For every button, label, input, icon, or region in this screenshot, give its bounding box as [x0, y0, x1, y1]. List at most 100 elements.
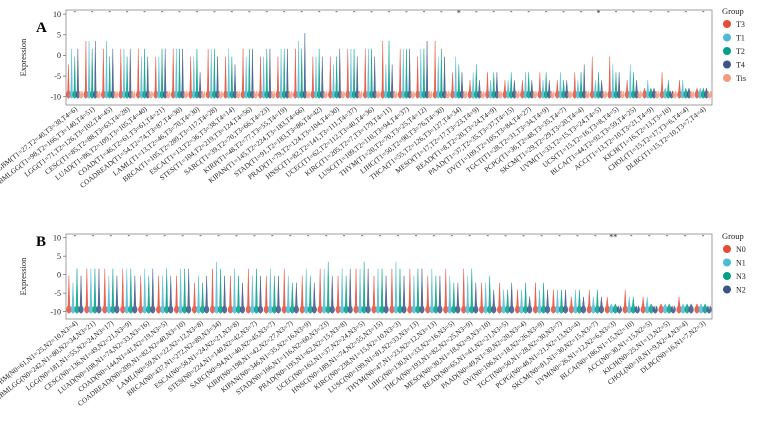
y-tick-label: 10 — [53, 233, 61, 242]
significance-label: * — [597, 9, 601, 18]
significance-label: - — [702, 231, 705, 240]
violin-T1 — [296, 40, 301, 99]
violin-N2 — [329, 275, 335, 314]
violin-N2 — [114, 275, 120, 314]
violin-N3 — [415, 268, 421, 314]
violin-T1 — [139, 56, 144, 99]
significance-label: - — [196, 7, 199, 16]
violin-N1 — [231, 268, 237, 314]
violin-Tis — [567, 90, 573, 99]
violin-T4 — [372, 56, 377, 99]
legend-swatch — [723, 60, 731, 69]
violin-N1 — [303, 268, 309, 314]
significance-label: - — [405, 7, 408, 16]
violin-N3 — [325, 261, 331, 314]
y-tick-label: -5 — [54, 289, 61, 298]
violin-T1 — [209, 48, 214, 99]
violin-T2 — [159, 48, 165, 99]
violin-N3 — [128, 268, 134, 314]
violin-N1 — [375, 268, 381, 314]
violin-T3 — [275, 56, 281, 99]
violin-N0 — [120, 268, 126, 314]
legend-swatch — [723, 33, 731, 42]
violin-N2 — [652, 305, 658, 314]
violin-T2 — [421, 48, 427, 99]
y-tick-label: 5 — [57, 31, 61, 40]
violin-T3 — [205, 48, 211, 99]
violin-T1 — [174, 48, 179, 99]
violin-Tis — [410, 90, 415, 99]
legend: Group N0 N1 N3 N2 — [722, 231, 746, 295]
significance-label: - — [110, 231, 113, 240]
violin-N3 — [253, 268, 259, 314]
significance-label: - — [415, 231, 418, 240]
violin-T1 — [348, 48, 354, 99]
violin-T3 — [293, 48, 298, 99]
violin-N2 — [634, 305, 640, 314]
violin-Tis — [201, 90, 206, 99]
violin-T3 — [345, 48, 351, 99]
significance-label: - — [181, 231, 184, 240]
violin-Tis — [305, 90, 311, 99]
violin-Tis — [620, 90, 625, 99]
significance-label: - — [630, 231, 633, 240]
significance-label: - — [235, 231, 238, 240]
violin-Tis — [323, 90, 328, 99]
violin-N3 — [218, 268, 224, 314]
significance-label: - — [684, 231, 687, 240]
violin-N2 — [670, 305, 676, 314]
violin-T4 — [145, 56, 150, 99]
significance-label: - — [450, 231, 453, 240]
violin-N2 — [257, 275, 264, 314]
significance-label: - — [283, 7, 286, 16]
y-tick-label: -10 — [50, 307, 61, 316]
violin-N3 — [433, 275, 439, 314]
violin-T3 — [363, 48, 368, 99]
significance-label: - — [667, 7, 670, 16]
violin-N0 — [209, 268, 216, 314]
violin-Tis — [672, 90, 677, 99]
violin-N2 — [545, 289, 551, 314]
violin-N0 — [227, 275, 233, 314]
significance-label: - — [335, 7, 338, 16]
violin-Tis — [131, 90, 136, 99]
significance-label: - — [271, 231, 274, 240]
violin-N1 — [393, 261, 399, 314]
significance-label: - — [522, 231, 525, 240]
violin-Tis — [113, 90, 119, 99]
y-tick-label: -5 — [54, 72, 61, 81]
violin-N1 — [213, 261, 220, 314]
significance-label: - — [300, 7, 303, 16]
plot-frame — [65, 233, 713, 320]
violin-N2 — [491, 289, 497, 314]
violin-N1 — [357, 268, 363, 314]
legend-swatch — [723, 20, 731, 28]
violin-Tis — [654, 90, 660, 99]
violin-Tis — [218, 90, 223, 99]
violin-T2 — [299, 48, 304, 99]
violin-T4 — [250, 48, 255, 99]
violin-N0 — [102, 268, 108, 314]
significance-label: - — [353, 7, 356, 16]
violin-N1 — [249, 275, 255, 314]
violin-T4 — [302, 33, 308, 99]
violin-N2 — [562, 289, 569, 314]
violin-N0 — [371, 275, 377, 314]
violin-Tis — [393, 90, 398, 99]
violin-N2 — [527, 296, 533, 314]
violin-N2 — [150, 268, 156, 314]
violin-N3 — [271, 275, 277, 314]
category-group: -GBMLGG(N0=242,N1=80,N2=34,N3=21) — [0, 231, 102, 403]
violin-T1 — [191, 56, 197, 99]
significance-label: - — [91, 7, 94, 16]
significance-label: ** — [609, 233, 617, 242]
significance-label: - — [540, 231, 543, 240]
violin-Tis — [707, 90, 712, 99]
violin-N0 — [66, 275, 72, 314]
violin-T1 — [69, 48, 74, 99]
violin-N3 — [307, 275, 313, 314]
violin-Tis — [637, 90, 642, 99]
significance-label: - — [650, 7, 653, 16]
significance-label: * — [457, 9, 461, 18]
violin-Tis — [235, 90, 241, 99]
